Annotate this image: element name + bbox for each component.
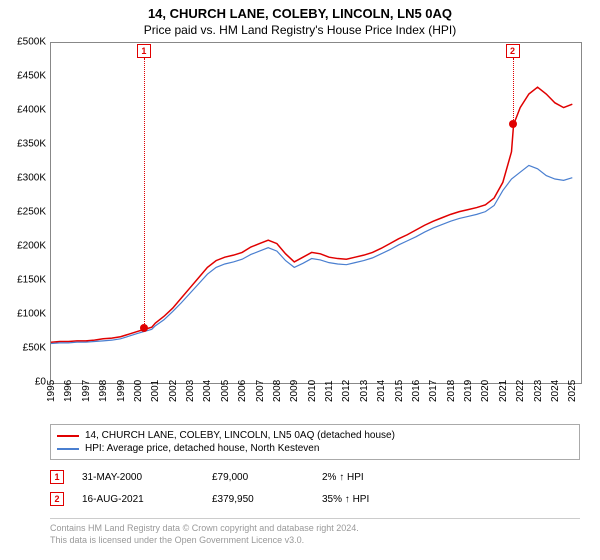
cell-date: 31-MAY-2000	[82, 472, 212, 483]
x-tick-label: 2000	[133, 380, 144, 402]
legend: 14, CHURCH LANE, COLEBY, LINCOLN, LN5 0A…	[50, 424, 580, 460]
transaction-table: 1 31-MAY-2000 £79,000 2% ↑ HPI 2 16-AUG-…	[50, 466, 580, 510]
plot-area	[50, 42, 582, 384]
footer: Contains HM Land Registry data © Crown c…	[50, 518, 580, 546]
marker-badge: 1	[50, 470, 64, 484]
y-tick-label: £300K	[0, 173, 46, 184]
x-tick-label: 2010	[307, 380, 318, 402]
x-tick-label: 2014	[376, 380, 387, 402]
x-tick-label: 2020	[480, 380, 491, 402]
y-tick-label: £200K	[0, 241, 46, 252]
legend-swatch	[57, 448, 79, 450]
footer-line: This data is licensed under the Open Gov…	[50, 535, 580, 547]
y-tick-label: £500K	[0, 37, 46, 48]
x-tick-label: 2018	[446, 380, 457, 402]
cell-pct: 2% ↑ HPI	[322, 472, 412, 483]
x-tick-label: 1995	[46, 380, 57, 402]
y-tick-label: £50K	[0, 343, 46, 354]
x-tick-label: 2017	[428, 380, 439, 402]
x-tick-label: 1999	[116, 380, 127, 402]
legend-row: 14, CHURCH LANE, COLEBY, LINCOLN, LN5 0A…	[57, 429, 573, 442]
x-tick-label: 2013	[359, 380, 370, 402]
legend-swatch	[57, 435, 79, 437]
marker-box: 2	[506, 44, 520, 58]
y-tick-label: £150K	[0, 275, 46, 286]
x-tick-label: 2009	[289, 380, 300, 402]
footer-line: Contains HM Land Registry data © Crown c…	[50, 523, 580, 535]
x-tick-label: 2022	[515, 380, 526, 402]
cell-price: £79,000	[212, 472, 322, 483]
x-tick-label: 1998	[98, 380, 109, 402]
x-tick-label: 2024	[550, 380, 561, 402]
chart-title: 14, CHURCH LANE, COLEBY, LINCOLN, LN5 0A…	[0, 0, 600, 21]
x-tick-label: 2001	[150, 380, 161, 402]
x-tick-label: 1996	[63, 380, 74, 402]
x-tick-label: 2004	[202, 380, 213, 402]
marker-badge: 2	[50, 492, 64, 506]
line-svg	[51, 43, 581, 383]
x-tick-label: 2021	[498, 380, 509, 402]
x-tick-label: 2012	[341, 380, 352, 402]
y-tick-label: £0	[0, 377, 46, 388]
x-tick-label: 2023	[533, 380, 544, 402]
x-tick-label: 1997	[81, 380, 92, 402]
series-line	[51, 87, 572, 342]
series-line	[51, 165, 572, 343]
marker-box: 1	[137, 44, 151, 58]
y-tick-label: £100K	[0, 309, 46, 320]
y-tick-label: £350K	[0, 139, 46, 150]
x-tick-label: 2008	[272, 380, 283, 402]
x-tick-label: 2006	[237, 380, 248, 402]
cell-pct: 35% ↑ HPI	[322, 494, 412, 505]
table-row: 1 31-MAY-2000 £79,000 2% ↑ HPI	[50, 466, 580, 488]
legend-row: HPI: Average price, detached house, Nort…	[57, 442, 573, 455]
x-tick-label: 2025	[567, 380, 578, 402]
chart-subtitle: Price paid vs. HM Land Registry's House …	[0, 21, 600, 41]
x-tick-label: 2002	[168, 380, 179, 402]
cell-price: £379,950	[212, 494, 322, 505]
marker-dot	[509, 120, 517, 128]
y-tick-label: £250K	[0, 207, 46, 218]
legend-label: HPI: Average price, detached house, Nort…	[85, 443, 319, 454]
x-tick-label: 2019	[463, 380, 474, 402]
x-tick-label: 2003	[185, 380, 196, 402]
y-tick-label: £450K	[0, 71, 46, 82]
table-row: 2 16-AUG-2021 £379,950 35% ↑ HPI	[50, 488, 580, 510]
legend-label: 14, CHURCH LANE, COLEBY, LINCOLN, LN5 0A…	[85, 430, 395, 441]
marker-dot	[140, 324, 148, 332]
x-tick-label: 2016	[411, 380, 422, 402]
cell-date: 16-AUG-2021	[82, 494, 212, 505]
chart-container: 14, CHURCH LANE, COLEBY, LINCOLN, LN5 0A…	[0, 0, 600, 560]
x-tick-label: 2005	[220, 380, 231, 402]
x-tick-label: 2015	[394, 380, 405, 402]
x-tick-label: 2011	[324, 380, 335, 402]
x-tick-label: 2007	[255, 380, 266, 402]
y-tick-label: £400K	[0, 105, 46, 116]
